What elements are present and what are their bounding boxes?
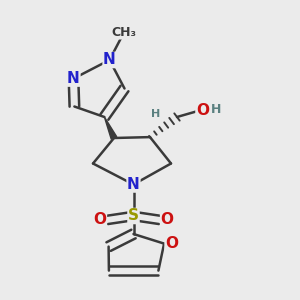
Text: N: N	[127, 177, 140, 192]
Text: O: O	[93, 212, 106, 227]
Text: O: O	[165, 236, 178, 251]
Text: CH₃: CH₃	[111, 26, 136, 39]
Text: N: N	[67, 71, 80, 86]
Text: S: S	[128, 208, 139, 224]
Polygon shape	[104, 117, 117, 139]
Text: H: H	[211, 103, 221, 116]
Text: N: N	[103, 52, 116, 68]
Text: O: O	[160, 212, 174, 227]
Text: O: O	[196, 103, 209, 118]
Text: H: H	[152, 110, 160, 119]
